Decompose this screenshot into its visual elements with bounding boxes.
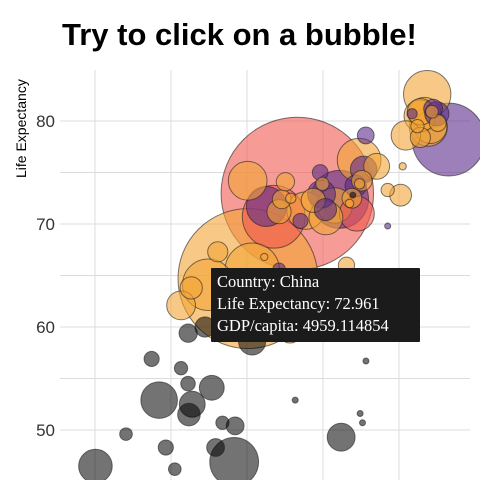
bubble[interactable] (425, 104, 439, 119)
bubble[interactable] (173, 361, 189, 376)
bubble[interactable] (380, 182, 395, 198)
bubble[interactable] (292, 212, 309, 229)
bubble[interactable] (178, 323, 198, 343)
bubble[interactable] (206, 438, 226, 457)
tooltip-gdp: GDP/capita: 4959.114854 (217, 316, 389, 335)
bubble[interactable] (119, 427, 133, 441)
bubble[interactable] (353, 178, 366, 190)
bubble[interactable] (177, 402, 201, 427)
bubble[interactable] (225, 416, 245, 436)
bubble[interactable] (207, 241, 229, 263)
bubble[interactable] (362, 357, 370, 365)
bubble[interactable] (78, 448, 113, 480)
y-tick-label: 70 (36, 215, 55, 234)
bubble[interactable] (168, 462, 182, 476)
bubble[interactable] (143, 350, 160, 368)
bubble[interactable] (198, 374, 225, 401)
bubble[interactable] (180, 375, 196, 392)
bubble[interactable] (140, 381, 178, 419)
bubble[interactable] (275, 172, 296, 192)
bubble[interactable] (358, 419, 366, 427)
bubble[interactable] (349, 191, 357, 199)
bubble[interactable] (157, 439, 174, 456)
tooltip-country: Country: China (217, 272, 320, 291)
bubble[interactable] (315, 176, 330, 191)
bubble[interactable] (260, 252, 269, 262)
bubble-tooltip: Country: China Life Expectancy: 72.961 G… (211, 268, 420, 342)
y-axis-label: Life Expectancy (13, 79, 29, 178)
bubble[interactable] (344, 198, 355, 209)
y-tick-label: 50 (36, 421, 55, 440)
bubble[interactable] (179, 276, 203, 300)
bubble[interactable] (313, 197, 338, 222)
bubble[interactable] (215, 415, 230, 430)
y-tick-labels: 50 60 70 80 (36, 112, 55, 440)
bubble[interactable] (326, 422, 356, 452)
y-tick-label: 60 (36, 318, 55, 337)
bubble[interactable] (384, 222, 392, 230)
y-tick-label: 80 (36, 112, 55, 131)
bubble[interactable] (363, 152, 391, 180)
bubble[interactable] (291, 396, 299, 404)
bubble[interactable] (398, 162, 407, 171)
bubble[interactable] (227, 160, 268, 201)
bubble[interactable] (356, 126, 375, 145)
bubble[interactable] (406, 108, 418, 120)
tooltip-life-expectancy: Life Expectancy: 72.961 (217, 294, 380, 313)
bubble[interactable] (410, 119, 425, 134)
bubble[interactable] (356, 410, 364, 418)
bubble[interactable] (285, 192, 297, 204)
chart-title: Try to click on a bubble! (62, 17, 417, 52)
